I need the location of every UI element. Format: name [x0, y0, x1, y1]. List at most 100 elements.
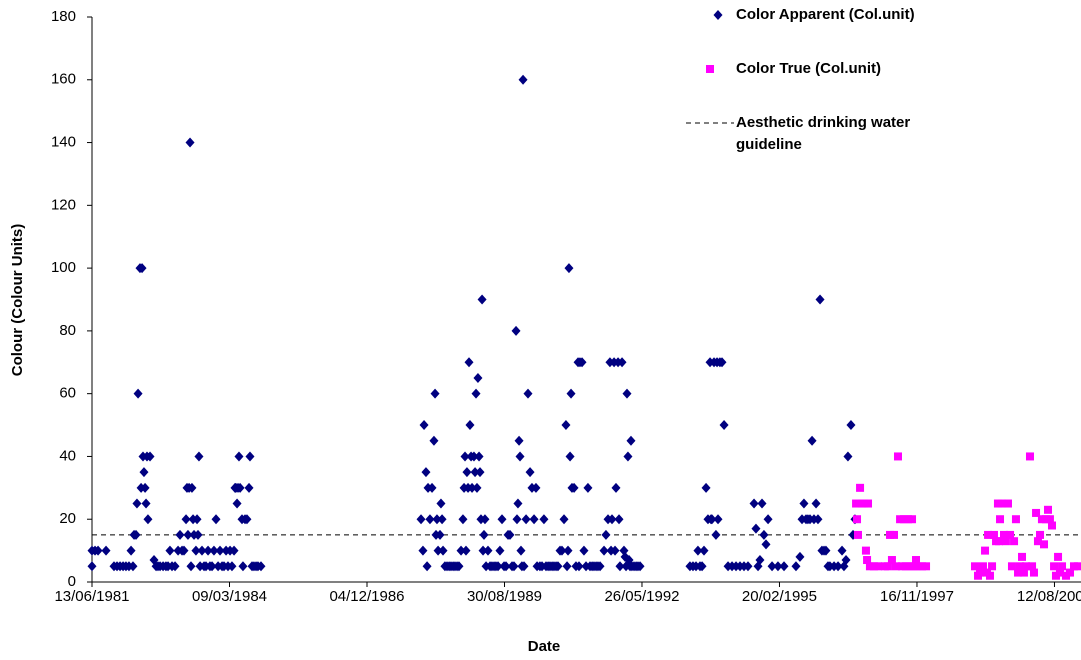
marker-diamond: [815, 294, 825, 305]
marker-diamond: [833, 561, 843, 572]
marker-diamond: [617, 357, 627, 368]
marker-square: [861, 546, 870, 555]
marker-diamond: [474, 451, 484, 462]
marker-diamond: [418, 545, 428, 556]
marker-diamond: [795, 551, 805, 562]
marker-diamond: [791, 561, 801, 572]
marker-square: [981, 546, 990, 555]
marker-diamond: [713, 514, 723, 525]
marker-square: [1010, 537, 1019, 546]
marker-square: [887, 556, 896, 565]
marker-diamond: [432, 514, 442, 525]
marker-square: [1029, 568, 1038, 577]
marker-diamond: [574, 561, 584, 572]
marker-diamond: [137, 263, 147, 274]
marker-diamond: [521, 514, 531, 525]
marker-square: [1003, 499, 1012, 508]
y-tick-label: 40: [59, 447, 76, 464]
marker-diamond: [563, 545, 573, 556]
marker-diamond: [433, 545, 443, 556]
marker-diamond: [477, 294, 487, 305]
marker-diamond: [615, 561, 625, 572]
marker-square: [1044, 505, 1053, 514]
marker-diamond: [539, 514, 549, 525]
marker-diamond: [203, 545, 213, 556]
marker-diamond: [126, 545, 136, 556]
marker-diamond: [501, 561, 511, 572]
y-tick-label: 120: [51, 196, 76, 213]
marker-square: [978, 562, 987, 571]
legend-label: Color Apparent (Col.unit): [736, 6, 915, 23]
marker-diamond: [564, 263, 574, 274]
marker-diamond: [509, 561, 519, 572]
marker-diamond: [749, 498, 759, 509]
marker-diamond: [429, 435, 439, 446]
marker-square: [706, 65, 714, 73]
y-tick-label: 100: [51, 259, 76, 276]
marker-diamond: [194, 451, 204, 462]
marker-diamond: [483, 545, 493, 556]
marker-diamond: [435, 529, 445, 540]
marker-square: [1047, 521, 1056, 530]
marker-diamond: [436, 498, 446, 509]
marker-diamond: [165, 545, 175, 556]
marker-square: [1036, 530, 1045, 539]
marker-diamond: [471, 388, 481, 399]
x-tick-label: 04/12/1986: [329, 588, 404, 605]
marker-diamond: [837, 545, 847, 556]
marker-diamond: [559, 514, 569, 525]
marker-diamond: [813, 514, 823, 525]
marker-diamond: [611, 482, 621, 493]
marker-diamond: [469, 451, 479, 462]
legend-item: Color True (Col.unit): [684, 58, 974, 80]
series-square: [852, 452, 1081, 580]
marker-diamond: [438, 545, 448, 556]
legend-icon: [706, 65, 714, 73]
marker-square: [989, 530, 998, 539]
marker-diamond: [566, 388, 576, 399]
marker-square: [1014, 568, 1023, 577]
marker-square: [863, 556, 872, 565]
marker-diamond: [87, 561, 97, 572]
marker-diamond: [751, 523, 761, 534]
y-axis-title: Colour (Colour Units): [9, 224, 26, 376]
marker-square: [996, 515, 1005, 524]
marker-square: [1001, 537, 1010, 546]
marker-diamond: [569, 482, 579, 493]
marker-diamond: [846, 420, 856, 431]
marker-diamond: [799, 498, 809, 509]
marker-diamond: [132, 498, 142, 509]
marker-diamond: [719, 420, 729, 431]
marker-diamond: [557, 545, 567, 556]
marker-square: [1007, 562, 1016, 571]
marker-diamond: [622, 388, 632, 399]
marker-diamond: [465, 420, 475, 431]
y-tick-label: 80: [59, 322, 76, 339]
x-tick-label: 09/03/1984: [192, 588, 267, 605]
marker-diamond: [128, 561, 138, 572]
marker-diamond: [229, 545, 239, 556]
legend-icon: [686, 122, 734, 124]
x-tick-label: 12/08/2000: [1017, 588, 1081, 605]
marker-square: [1055, 568, 1064, 577]
marker-diamond: [843, 451, 853, 462]
marker-diamond: [531, 482, 541, 493]
marker-square: [1054, 552, 1063, 561]
marker-diamond: [757, 498, 767, 509]
marker-diamond: [145, 451, 155, 462]
marker-square: [1022, 562, 1031, 571]
marker-square: [874, 562, 883, 571]
marker-diamond: [614, 514, 624, 525]
marker-diamond: [475, 467, 485, 478]
marker-diamond: [579, 545, 589, 556]
marker-diamond: [245, 451, 255, 462]
marker-diamond: [211, 514, 221, 525]
marker-square: [1050, 562, 1059, 571]
x-tick-label: 26/05/1992: [604, 588, 679, 605]
legend-label: Aesthetic drinking water guideline: [736, 114, 911, 153]
marker-diamond: [693, 545, 703, 556]
marker-square: [1015, 562, 1024, 571]
marker-square: [1040, 540, 1049, 549]
